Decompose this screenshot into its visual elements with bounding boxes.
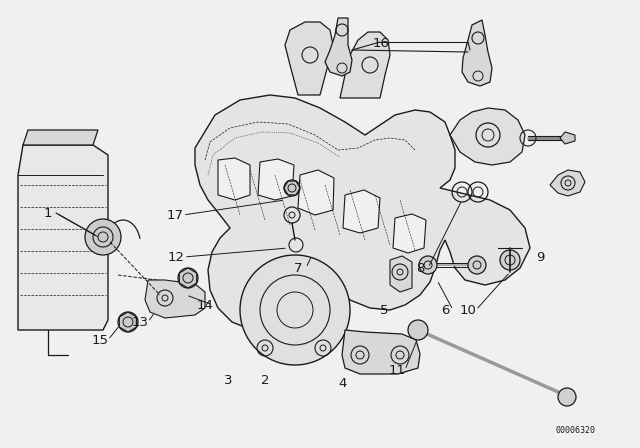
Text: 11: 11 [388,363,406,376]
Circle shape [419,256,437,274]
Circle shape [240,255,350,365]
Circle shape [85,219,121,255]
Circle shape [468,256,486,274]
Circle shape [500,250,520,270]
Polygon shape [285,22,333,95]
Text: 15: 15 [92,333,109,346]
Polygon shape [258,159,294,200]
Polygon shape [393,214,426,253]
Polygon shape [218,158,250,200]
Text: 1: 1 [44,207,52,220]
Polygon shape [462,20,492,86]
Polygon shape [298,170,334,215]
Text: 13: 13 [131,315,148,328]
Circle shape [178,268,198,288]
Text: 2: 2 [260,374,269,387]
Text: 7: 7 [294,262,302,275]
Polygon shape [23,130,98,145]
Polygon shape [145,280,205,318]
Polygon shape [390,256,412,292]
Polygon shape [560,132,575,144]
Circle shape [118,312,138,332]
Text: 12: 12 [168,250,184,263]
Polygon shape [195,95,530,330]
Text: 17: 17 [166,208,184,221]
Polygon shape [343,190,380,233]
Text: 00006320: 00006320 [555,426,595,435]
Circle shape [408,320,428,340]
Text: 5: 5 [380,303,388,316]
Polygon shape [550,170,585,196]
Polygon shape [325,18,352,76]
Text: 10: 10 [460,303,476,316]
Polygon shape [450,108,525,165]
Circle shape [558,388,576,406]
Text: 8: 8 [416,262,424,275]
Polygon shape [342,330,420,374]
Text: 4: 4 [339,376,347,389]
Text: 3: 3 [224,374,232,387]
Circle shape [284,180,300,196]
Text: 14: 14 [196,298,213,311]
Text: 16: 16 [372,36,389,49]
Polygon shape [340,32,390,98]
Text: 9: 9 [536,250,544,263]
Polygon shape [18,145,108,330]
Text: 6: 6 [441,303,449,316]
